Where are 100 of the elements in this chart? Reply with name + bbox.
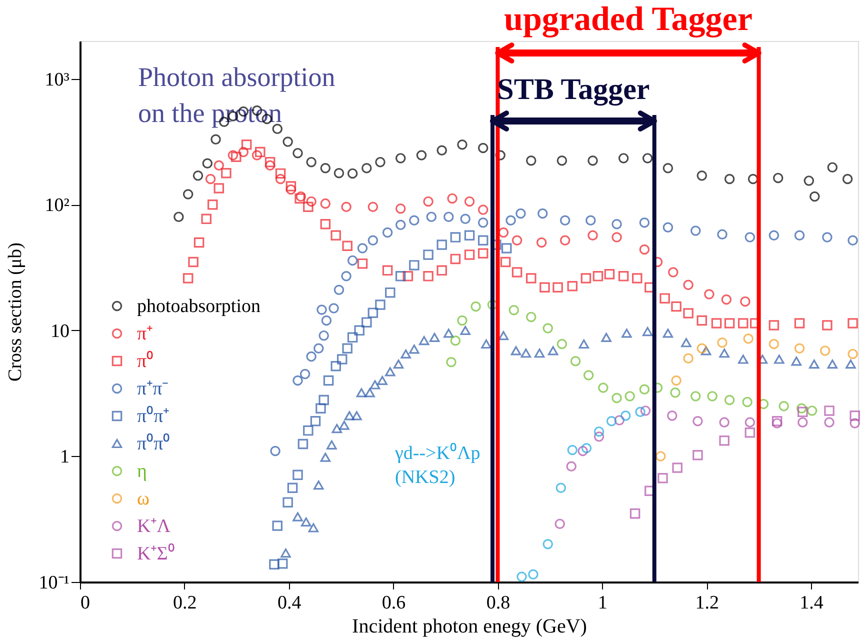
point (313, 343, 324, 354)
point (275, 168, 286, 179)
point (310, 416, 321, 426)
point (326, 440, 337, 450)
point (542, 323, 553, 334)
point (639, 244, 650, 255)
point (395, 220, 406, 230)
point (272, 520, 282, 531)
point (344, 411, 355, 420)
point (719, 348, 730, 358)
point (512, 267, 522, 278)
point (313, 480, 324, 490)
point (526, 273, 536, 284)
point (512, 235, 522, 246)
x-tick-label: 0.6 (382, 592, 406, 614)
point (382, 227, 393, 238)
point (318, 394, 329, 406)
point (357, 243, 368, 254)
point (717, 338, 728, 348)
point (540, 282, 550, 292)
point (696, 315, 708, 326)
point (282, 497, 293, 508)
point (774, 354, 784, 364)
legend-label: η (137, 461, 147, 482)
point (560, 235, 570, 246)
point (794, 318, 805, 328)
point (347, 255, 358, 266)
point (282, 136, 293, 147)
point (320, 452, 331, 462)
point (347, 332, 358, 343)
point (704, 289, 714, 300)
legend-label: π⁰ (137, 350, 154, 372)
point (662, 222, 674, 232)
x-tick-label: 0 (80, 592, 90, 614)
point (308, 523, 319, 532)
point (368, 308, 378, 318)
legend-label: photoabsorption (137, 296, 261, 317)
point (306, 351, 316, 362)
point (639, 217, 650, 228)
point (666, 410, 678, 421)
y-axis-title: Cross section (μb) (4, 242, 26, 382)
point (848, 318, 858, 328)
point (696, 170, 708, 181)
point (341, 202, 352, 212)
point (772, 172, 784, 184)
point (332, 424, 342, 434)
point (362, 163, 372, 174)
point (255, 146, 266, 158)
point (528, 569, 538, 580)
y-tick-label: 10 (50, 320, 70, 342)
point (393, 360, 404, 369)
point (744, 428, 756, 438)
point (457, 315, 468, 326)
point (588, 155, 598, 166)
point (188, 256, 198, 268)
point (464, 250, 475, 260)
point (354, 325, 364, 336)
point (567, 444, 578, 456)
point (500, 256, 511, 268)
point (506, 215, 516, 226)
point (460, 326, 470, 335)
point (303, 202, 314, 212)
point (560, 215, 570, 226)
point (742, 396, 752, 408)
x-tick-label: 0.2 (173, 592, 197, 614)
point (352, 411, 362, 420)
point (700, 346, 712, 356)
point (436, 145, 447, 156)
point (748, 174, 758, 184)
point (827, 360, 838, 369)
point (321, 315, 332, 326)
legend-label: π⁰π⁰ (137, 432, 170, 454)
point (566, 461, 576, 472)
point (370, 380, 380, 390)
point (395, 203, 406, 214)
point (320, 219, 331, 230)
point (336, 354, 348, 364)
x-tick-label: 0.8 (486, 592, 510, 614)
point (323, 375, 334, 386)
point (662, 328, 674, 338)
point (300, 368, 310, 380)
legend-label: ω (137, 488, 150, 510)
point (395, 153, 406, 164)
point (341, 271, 352, 282)
ref-line-label: upgraded Tagger (504, 1, 752, 38)
point (498, 227, 509, 238)
point (478, 248, 488, 258)
point (806, 406, 818, 416)
point (444, 328, 454, 338)
point (696, 343, 708, 354)
point (342, 240, 352, 252)
point (798, 406, 808, 418)
point (357, 258, 368, 269)
point (230, 152, 242, 162)
point (690, 226, 701, 236)
point (356, 388, 367, 398)
point (630, 508, 640, 519)
point (824, 406, 834, 416)
point (241, 140, 252, 150)
point (794, 343, 805, 354)
